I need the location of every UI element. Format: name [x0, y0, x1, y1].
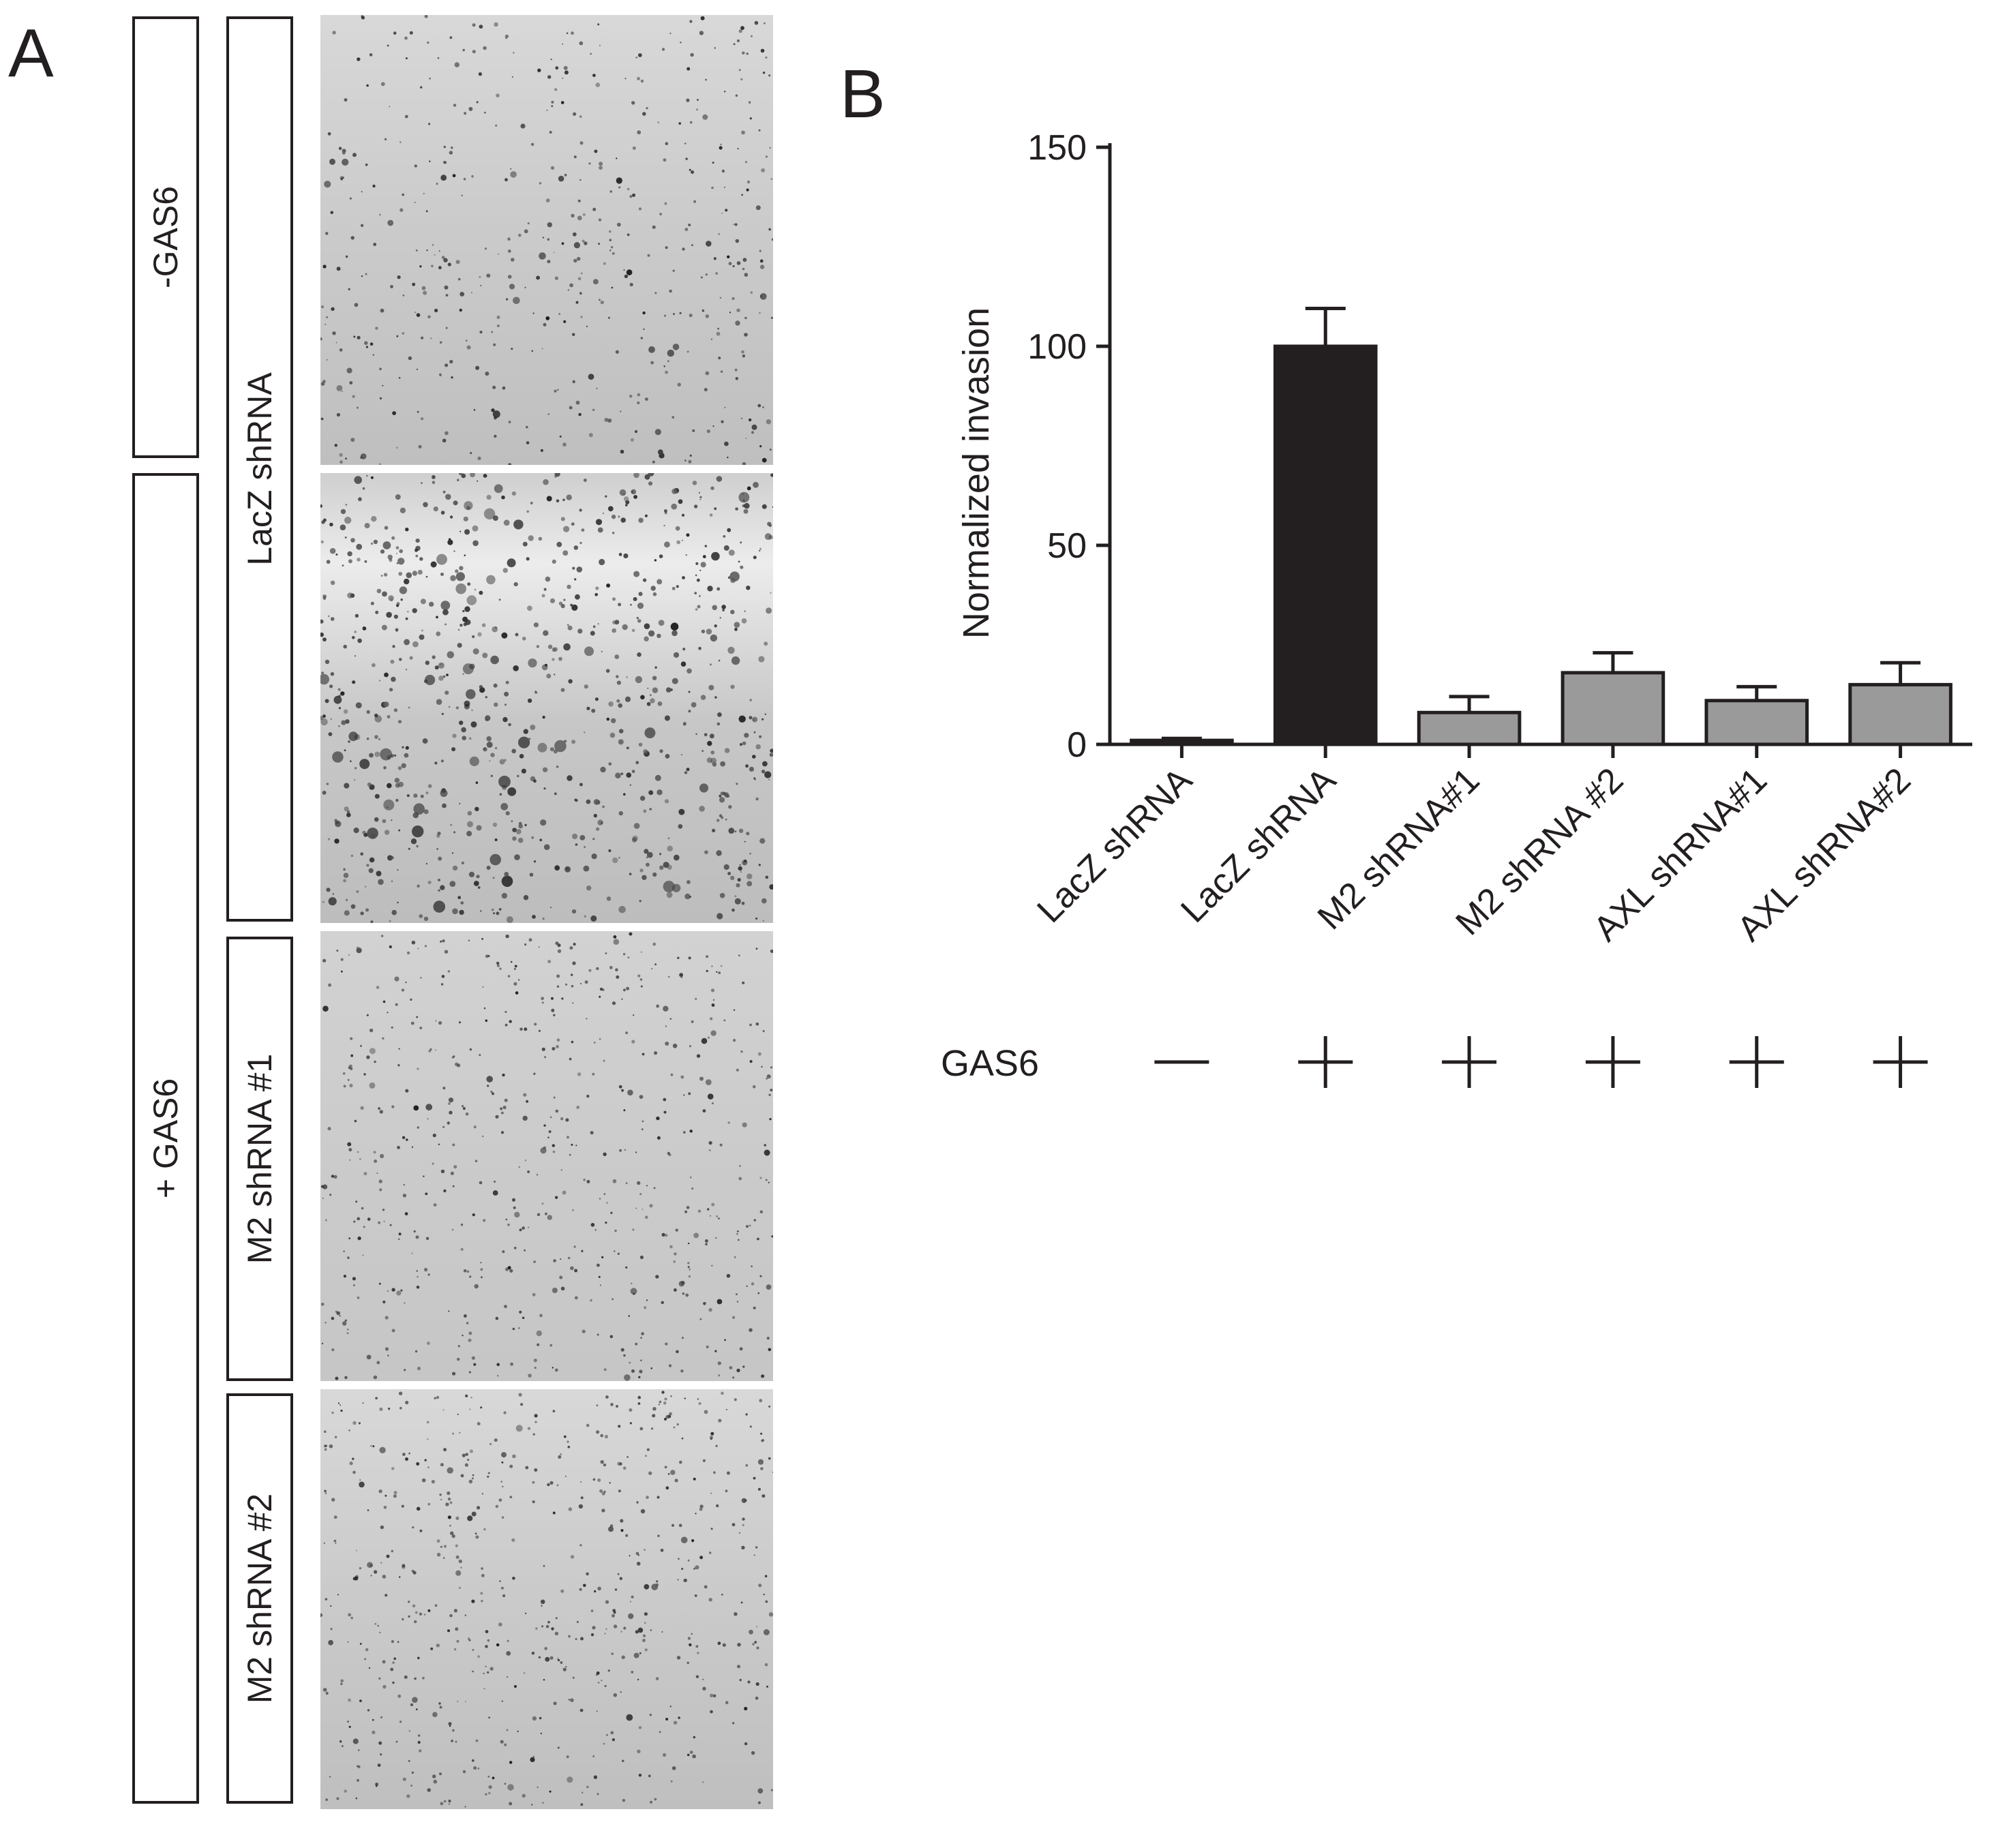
bar — [1561, 671, 1665, 746]
gas6-plus-sign — [1298, 1036, 1353, 1088]
bar — [1417, 710, 1522, 746]
condition-box-m2-2: M2 shRNA #2 — [226, 1393, 293, 1804]
micrograph-lacz-plus-gas6 — [320, 473, 773, 923]
treatment-box-minus-gas6: -GAS6 — [132, 16, 199, 458]
panel-b-letter: B — [840, 56, 886, 132]
gas6-plus-sign — [1585, 1036, 1640, 1088]
micrograph-m2-shrna-2 — [320, 1389, 773, 1809]
y-tick-label: 0 — [1067, 725, 1087, 765]
treatment-box-plus-gas6: + GAS6 — [132, 473, 199, 1804]
treatment-label: + GAS6 — [147, 1078, 185, 1199]
gas6-plus-sign — [1442, 1036, 1497, 1088]
bar — [1704, 699, 1809, 746]
condition-label: M2 shRNA #1 — [241, 1053, 279, 1264]
gas6-row-label: GAS6 — [941, 1043, 1039, 1084]
gas6-plus-sign — [1729, 1036, 1784, 1088]
bar — [1273, 344, 1378, 746]
condition-label: LacZ shRNA — [241, 372, 279, 566]
condition-label: M2 shRNA #2 — [241, 1493, 279, 1704]
micrograph-lacz-minus-gas6 — [320, 15, 773, 465]
bar — [1848, 682, 1953, 746]
treatment-label: -GAS6 — [147, 185, 185, 289]
micrograph-m2-shrna-1 — [320, 931, 773, 1381]
condition-box-m2-1: M2 shRNA #1 — [226, 937, 293, 1381]
gas6-plus-sign — [1873, 1036, 1928, 1088]
panel-a-letter: A — [8, 15, 54, 91]
y-tick-label: 150 — [1027, 128, 1087, 168]
y-axis-label: Normalized invasion — [956, 307, 997, 639]
y-tick-label: 100 — [1027, 327, 1087, 367]
x-tick-label: LacZ shRNA — [1029, 760, 1200, 930]
y-tick-label: 50 — [1047, 526, 1087, 566]
condition-box-lacz: LacZ shRNA — [226, 16, 293, 922]
